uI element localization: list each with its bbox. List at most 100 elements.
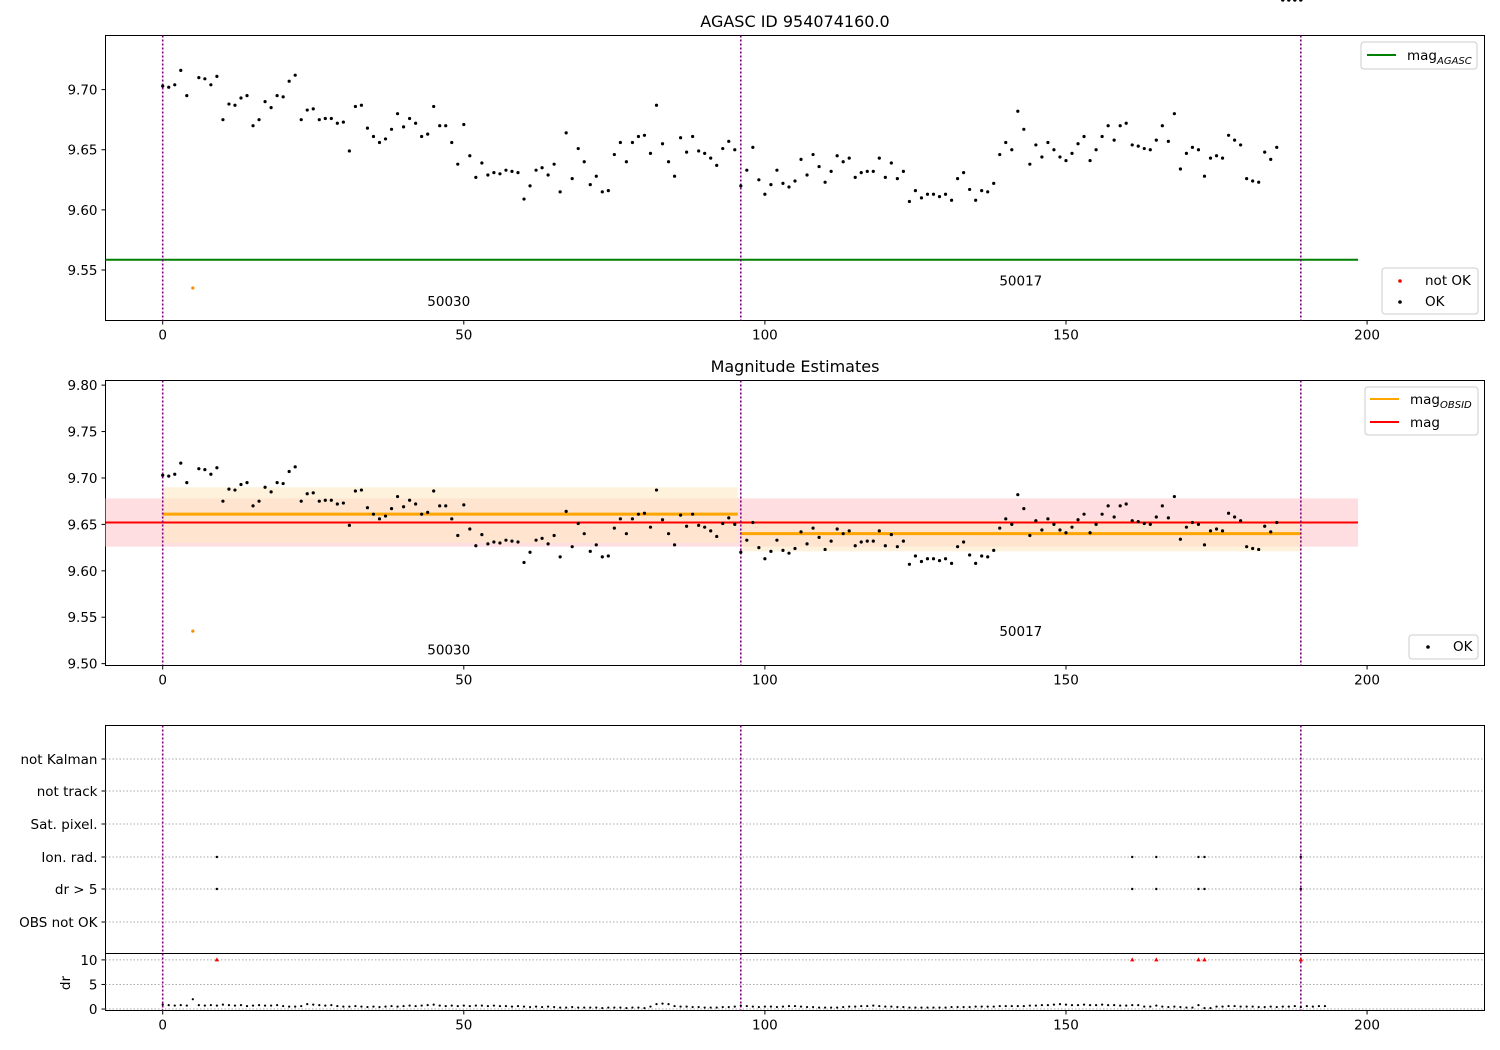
flag-point-3-1	[1131, 855, 1134, 859]
dr-point-181	[1251, 1005, 1254, 1008]
panel-flags: not Kalman not track Sat. pixel. Ion. rad. d…	[19, 725, 1485, 954]
p2-point-74	[606, 554, 610, 558]
p1-point-160	[1124, 121, 1128, 125]
p1-ytick-label-2: 9.65	[67, 143, 97, 159]
p1-point-63	[540, 166, 544, 170]
p1-point-83	[660, 142, 665, 146]
dr-point-11	[227, 1003, 231, 1007]
dr-point-96	[739, 1004, 742, 1007]
p1-point-116	[859, 170, 863, 175]
p1-point-71	[588, 183, 592, 187]
p2-point-9	[215, 466, 219, 470]
dr-point-106	[799, 1005, 803, 1008]
dr-point-78	[631, 1006, 634, 1009]
p2-point-110	[823, 547, 827, 552]
p2-point-170	[1184, 525, 1189, 529]
dr-point-51	[468, 1004, 471, 1008]
p2-point-31	[347, 523, 351, 527]
dr-point-128	[932, 1006, 935, 1009]
p2-point-91	[709, 529, 713, 533]
dr-point-7	[203, 1004, 206, 1007]
dr-point-177	[1227, 1004, 1230, 1008]
p2-point-115	[853, 544, 857, 548]
p1-point-22	[293, 73, 297, 77]
p2-point-161	[1130, 519, 1134, 523]
dr-point-18	[270, 1004, 273, 1007]
p1-point-113	[841, 160, 845, 164]
p1-point-178	[1232, 138, 1237, 142]
dr-point-152	[1076, 1003, 1080, 1007]
dr-point-146	[1040, 1003, 1043, 1007]
p1-point-53	[480, 161, 484, 165]
p2-point-149	[1058, 528, 1062, 532]
p2-point-168	[1172, 494, 1176, 499]
p2-point-15	[251, 504, 255, 508]
p1-point-7	[203, 77, 207, 81]
dr-point-145	[1034, 1004, 1037, 1007]
p2-point-157	[1106, 504, 1110, 508]
p2-point-154	[1088, 531, 1092, 535]
p1-point-104	[787, 185, 791, 189]
dr-point-182	[1257, 1005, 1260, 1009]
p1-point-76	[618, 140, 622, 145]
p1-point-181	[1251, 179, 1255, 183]
p2-point-3	[179, 461, 183, 465]
p2-point-90	[703, 525, 707, 529]
legend-mag-agasc: magAGASC	[1360, 41, 1478, 70]
p1-point-47	[444, 124, 448, 128]
p2-point-73	[600, 555, 604, 559]
p1-point-169	[1178, 167, 1182, 171]
dr-point-49	[456, 1004, 459, 1008]
p1-point-21	[287, 79, 291, 83]
p1-point-70	[582, 160, 586, 164]
flag-point-3-2	[1155, 855, 1158, 859]
p2-point-5	[191, 629, 195, 633]
legend-not-ok-marker	[1398, 279, 1402, 283]
p1-point-19	[275, 94, 279, 98]
dr-point-47	[444, 1004, 447, 1008]
dr-point-159	[1119, 1004, 1122, 1007]
p2-point-83	[660, 518, 665, 522]
p1-point-133	[962, 170, 966, 175]
p2-obsid-label-1: 50017	[999, 624, 1042, 640]
dr-point-119	[878, 1004, 881, 1008]
p2-ytick-label-4: 9.70	[67, 471, 97, 487]
dr-point-175	[1215, 1005, 1218, 1008]
p1-point-93	[721, 146, 725, 151]
dr-point-140	[1004, 1004, 1007, 1008]
p2-point-59	[516, 540, 520, 544]
p1-point-125	[913, 189, 918, 193]
dr-point-120	[884, 1005, 887, 1008]
p2-point-155	[1094, 522, 1098, 526]
p1-point-61	[528, 184, 532, 188]
p2-point-114	[847, 529, 851, 533]
p2-point-29	[335, 502, 339, 506]
p1-point-37	[383, 137, 388, 141]
p1-point-172	[1196, 148, 1201, 152]
p2-point-112	[835, 527, 839, 531]
dr-point-166	[1161, 1005, 1164, 1008]
p4-ytick-label-2: 10	[80, 953, 97, 969]
p1-point-25	[311, 107, 315, 111]
p1-point-46	[438, 124, 442, 128]
legend-ok-marker-2	[1426, 645, 1430, 649]
p1-point-105	[793, 179, 797, 183]
p2-xtick-label-3: 150	[1053, 673, 1079, 689]
p1-point-170	[1184, 151, 1189, 155]
legend-points-1: not OK OK	[1381, 267, 1479, 315]
panel-flags-marks	[105, 725, 1485, 954]
p2-point-34	[365, 506, 370, 510]
dr-point-178	[1233, 1004, 1236, 1008]
p1-point-86	[678, 136, 683, 140]
p2-point-173	[1202, 543, 1207, 547]
flag-point-3-0	[215, 855, 219, 859]
p1-point-168	[1172, 112, 1176, 116]
dr-point-164	[1149, 1005, 1152, 1008]
dr-point-0	[161, 1003, 164, 1006]
p2-point-14	[245, 481, 249, 485]
dr-point-161	[1131, 1003, 1134, 1007]
p1-point-175	[1214, 154, 1219, 158]
dr-point-64	[547, 1005, 550, 1008]
p1-point-75	[612, 152, 616, 157]
